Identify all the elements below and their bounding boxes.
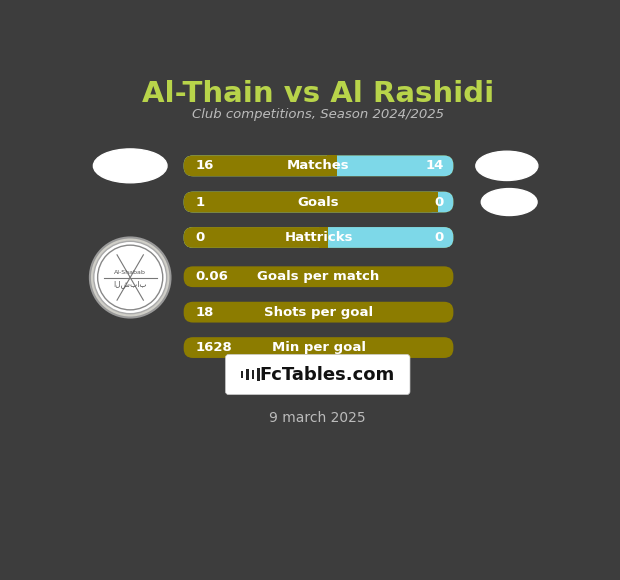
Ellipse shape <box>94 149 167 183</box>
FancyBboxPatch shape <box>184 155 453 176</box>
Text: 0.06: 0.06 <box>195 270 228 283</box>
FancyBboxPatch shape <box>184 191 438 212</box>
Text: 0: 0 <box>435 231 444 244</box>
Text: Goals: Goals <box>298 195 339 209</box>
FancyBboxPatch shape <box>226 354 410 394</box>
Ellipse shape <box>481 188 537 216</box>
Bar <box>247 369 249 380</box>
FancyBboxPatch shape <box>184 191 453 212</box>
FancyBboxPatch shape <box>184 155 337 176</box>
Text: Min per goal: Min per goal <box>272 341 366 354</box>
Bar <box>257 368 260 380</box>
Bar <box>429 191 438 212</box>
Text: Shots per goal: Shots per goal <box>264 306 373 318</box>
Circle shape <box>94 241 167 314</box>
Text: Al-Shabab: Al-Shabab <box>114 270 146 276</box>
Text: الشباب: الشباب <box>113 279 147 288</box>
Text: 14: 14 <box>426 160 444 172</box>
FancyBboxPatch shape <box>184 155 453 176</box>
Circle shape <box>90 237 170 317</box>
Text: 0: 0 <box>435 195 444 209</box>
FancyBboxPatch shape <box>184 302 453 322</box>
Text: 9 march 2025: 9 march 2025 <box>270 411 366 425</box>
Text: 0: 0 <box>195 231 205 244</box>
Text: FcTables.com: FcTables.com <box>259 365 395 383</box>
FancyBboxPatch shape <box>184 227 453 248</box>
FancyBboxPatch shape <box>184 337 453 358</box>
Bar <box>252 370 254 379</box>
Text: 1628: 1628 <box>195 341 232 354</box>
Text: Al-Thain vs Al Rashidi: Al-Thain vs Al Rashidi <box>141 80 494 108</box>
Text: 18: 18 <box>195 306 214 318</box>
FancyBboxPatch shape <box>184 227 453 248</box>
Bar <box>241 371 243 378</box>
FancyBboxPatch shape <box>184 227 328 248</box>
Text: Matches: Matches <box>287 160 350 172</box>
Text: Goals per match: Goals per match <box>257 270 379 283</box>
Text: Club competitions, Season 2024/2025: Club competitions, Season 2024/2025 <box>192 108 444 121</box>
Bar <box>319 227 328 248</box>
Text: 16: 16 <box>195 160 214 172</box>
Bar <box>327 155 337 176</box>
Text: Hattricks: Hattricks <box>285 231 353 244</box>
Ellipse shape <box>476 151 538 180</box>
Text: 1: 1 <box>195 195 205 209</box>
FancyBboxPatch shape <box>184 266 453 287</box>
FancyBboxPatch shape <box>184 191 453 212</box>
